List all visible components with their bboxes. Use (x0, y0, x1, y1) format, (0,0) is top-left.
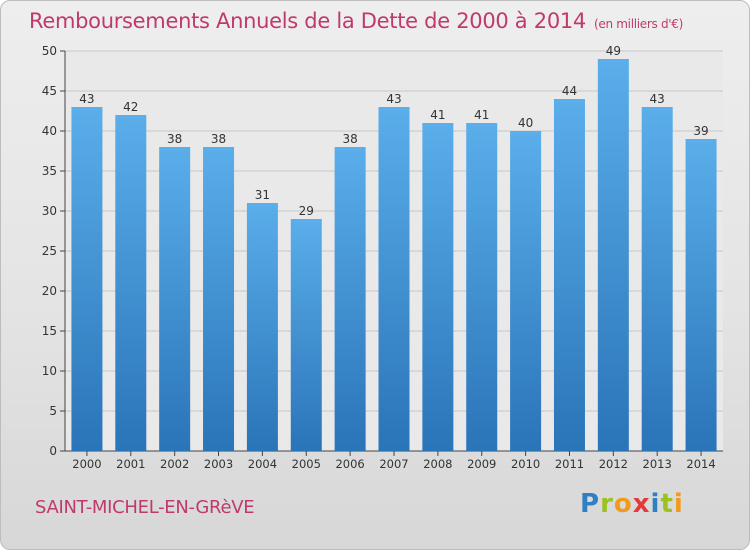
y-tick-label: 45 (42, 84, 57, 98)
data-label: 39 (693, 124, 708, 138)
chart-title-text: Remboursements Annuels de la Dette de 20… (29, 9, 586, 33)
data-label: 43 (650, 92, 665, 106)
data-label: 41 (430, 108, 445, 122)
bar (71, 107, 103, 451)
bar (641, 107, 673, 451)
brand-letter: o (613, 489, 633, 519)
bar (290, 219, 322, 451)
data-label: 31 (255, 188, 270, 202)
x-tick-label: 2002 (160, 457, 189, 471)
x-tick-label: 2008 (423, 457, 452, 471)
data-label: 43 (79, 92, 94, 106)
bar (553, 99, 585, 451)
y-tick-label: 5 (49, 404, 57, 418)
chart-title: Remboursements Annuels de la Dette de 20… (29, 9, 683, 33)
brand-letter: r (600, 489, 614, 519)
bar (334, 147, 366, 451)
x-tick-label: 2005 (292, 457, 321, 471)
bar (685, 139, 717, 451)
chart-subtitle: (en milliers d'€) (594, 17, 684, 31)
brand-letter: P (580, 489, 601, 519)
x-tick-label: 2007 (379, 457, 408, 471)
y-tick-label: 25 (42, 244, 57, 258)
data-label: 41 (474, 108, 489, 122)
x-tick-label: 2009 (467, 457, 496, 471)
y-tick-label: 40 (42, 124, 57, 138)
brand-letter: i (673, 489, 684, 519)
data-label: 29 (299, 204, 314, 218)
data-label: 44 (562, 84, 577, 98)
data-label: 38 (211, 132, 226, 146)
data-label: 40 (518, 116, 533, 130)
y-tick-label: 20 (42, 284, 57, 298)
bar (203, 147, 235, 451)
data-label: 49 (606, 44, 621, 58)
data-label: 38 (167, 132, 182, 146)
y-tick-label: 30 (42, 204, 57, 218)
x-tick-label: 2006 (335, 457, 364, 471)
bar (597, 59, 629, 451)
data-label: 42 (123, 100, 138, 114)
bar (159, 147, 191, 451)
y-tick-label: 50 (42, 44, 57, 58)
data-label: 43 (386, 92, 401, 106)
brand-letter: x (632, 489, 651, 519)
location-label: SAINT-MICHEL-EN-GRèVE (35, 497, 255, 518)
bar (378, 107, 410, 451)
x-tick-label: 2001 (116, 457, 145, 471)
bar (466, 123, 498, 451)
x-tick-label: 2014 (686, 457, 715, 471)
bar (510, 131, 542, 451)
x-tick-label: 2000 (72, 457, 101, 471)
x-tick-label: 2010 (511, 457, 540, 471)
y-tick-label: 0 (49, 444, 57, 458)
brand-letter: i (650, 489, 661, 519)
y-tick-label: 15 (42, 324, 57, 338)
brand-letter: t (660, 489, 674, 519)
x-tick-label: 2004 (248, 457, 277, 471)
bar (422, 123, 454, 451)
data-label: 38 (342, 132, 357, 146)
x-tick-label: 2013 (643, 457, 672, 471)
x-tick-label: 2012 (599, 457, 628, 471)
brand-logo: Proxiti (580, 489, 684, 519)
y-tick-label: 35 (42, 164, 57, 178)
x-tick-label: 2011 (555, 457, 584, 471)
x-tick-label: 2003 (204, 457, 233, 471)
y-tick-label: 10 (42, 364, 57, 378)
bar (115, 115, 147, 451)
bar (246, 203, 278, 451)
